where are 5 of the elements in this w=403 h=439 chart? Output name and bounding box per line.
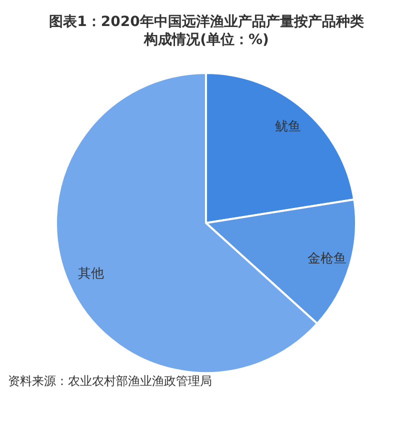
slice-label: 鱿鱼 [274,120,301,135]
chart-title: 图表1：2020年中国远洋渔业产品产量按产品种类构成情况(单位：%) [49,13,364,48]
text: 资料来源：农业农村部渔业渔政管理局 [8,374,212,388]
slice-label: 金枪鱼 [307,251,346,266]
slice-label: 其他 [78,266,104,282]
